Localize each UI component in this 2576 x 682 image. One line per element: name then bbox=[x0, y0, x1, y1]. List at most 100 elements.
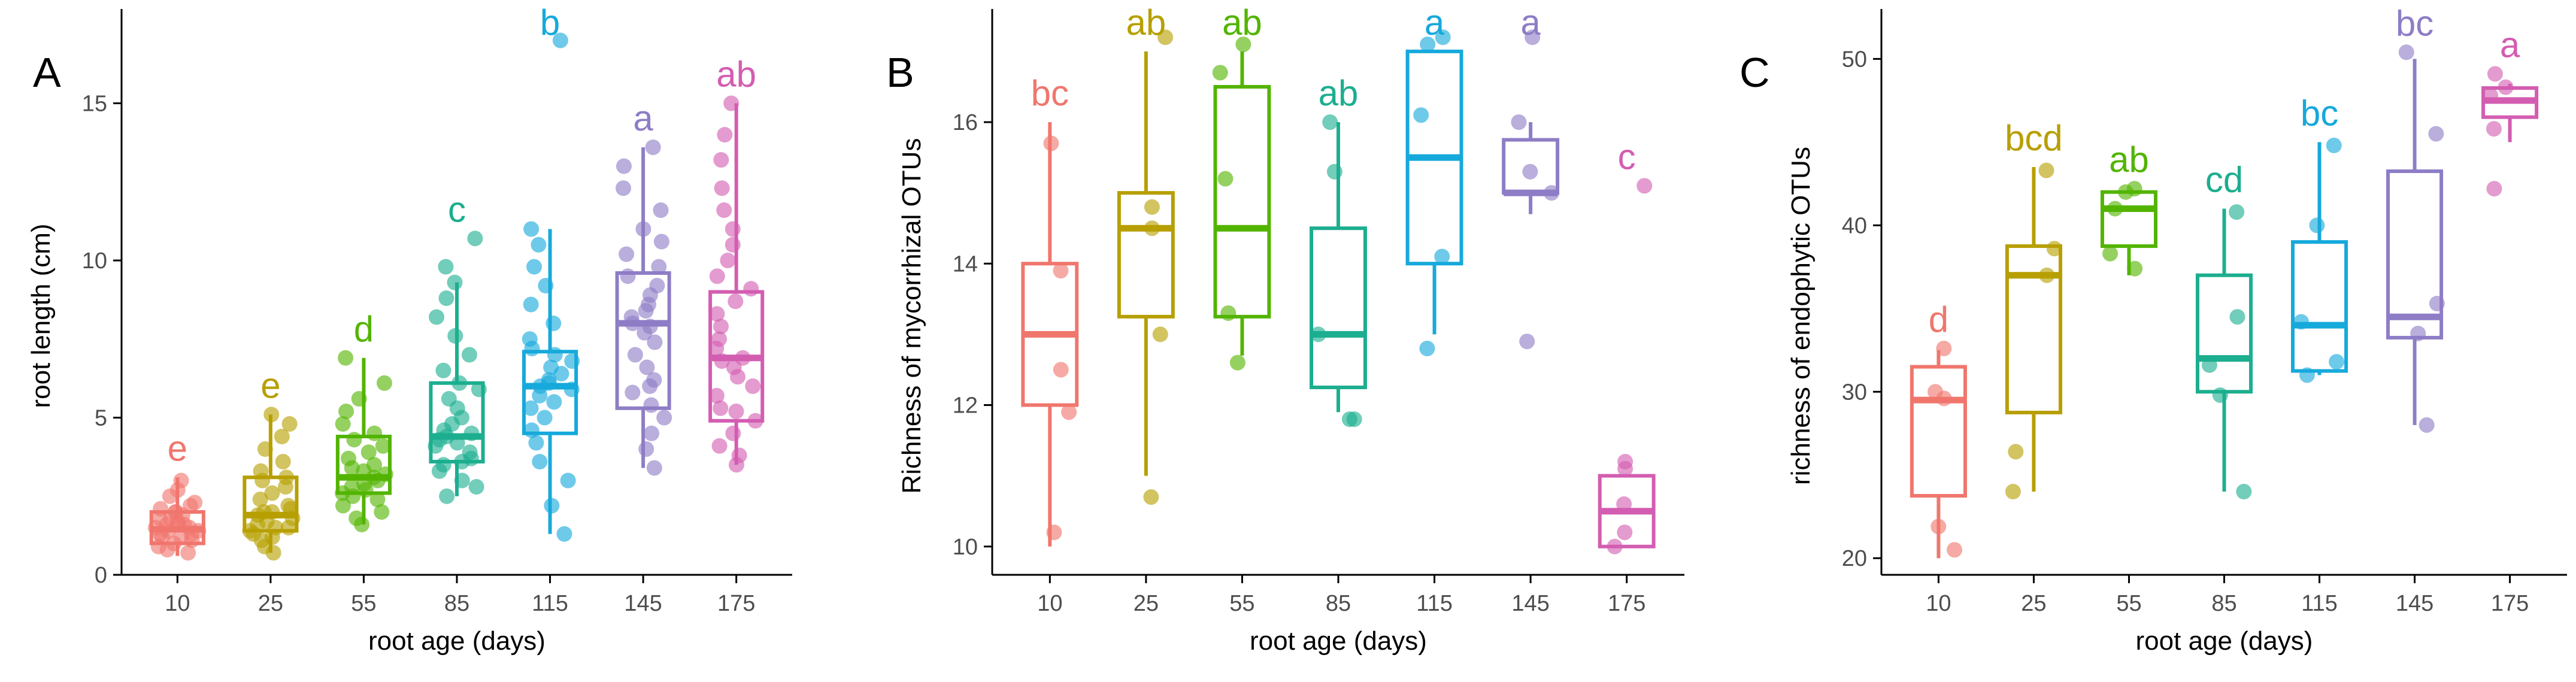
data-point bbox=[651, 259, 667, 275]
x-tick-label: 85 bbox=[2211, 591, 2236, 616]
data-point bbox=[2005, 484, 2021, 500]
x-tick-label: 55 bbox=[2116, 591, 2141, 616]
data-point bbox=[725, 237, 741, 253]
y-tick-label: 0 bbox=[95, 563, 107, 588]
data-point bbox=[1420, 37, 1436, 53]
data-point bbox=[257, 441, 273, 457]
box-group-145: a bbox=[615, 98, 672, 476]
box-iqr bbox=[1213, 84, 1271, 319]
y-tick-label: 40 bbox=[1842, 213, 1867, 238]
data-point bbox=[274, 429, 290, 444]
data-point bbox=[2398, 44, 2414, 60]
x-tick-label: 25 bbox=[2021, 591, 2046, 616]
data-point bbox=[438, 290, 454, 306]
data-point bbox=[563, 381, 580, 398]
data-point bbox=[2229, 309, 2245, 325]
data-point bbox=[1607, 538, 1623, 554]
significance-letter: c bbox=[448, 189, 466, 229]
box-group-55: ab bbox=[1212, 2, 1271, 371]
data-point bbox=[280, 498, 296, 514]
data-point bbox=[711, 438, 728, 454]
data-point bbox=[1544, 185, 1560, 201]
significance-letter: ab bbox=[1319, 73, 1359, 113]
box-iqr bbox=[1310, 226, 1367, 389]
data-point bbox=[2039, 267, 2055, 283]
data-point bbox=[159, 542, 175, 557]
data-point bbox=[528, 435, 544, 451]
data-point bbox=[643, 397, 659, 413]
y-axis-title: Richness of mycorrhizal OTUs bbox=[897, 138, 926, 493]
data-point bbox=[2329, 354, 2345, 370]
data-point bbox=[714, 353, 730, 369]
box-group-10: bc bbox=[1021, 73, 1079, 547]
data-point bbox=[1144, 220, 1160, 237]
data-point bbox=[1217, 171, 1234, 187]
data-point bbox=[435, 362, 451, 378]
x-tick-label: 145 bbox=[2396, 591, 2433, 616]
data-point bbox=[2326, 137, 2342, 153]
data-point bbox=[543, 359, 559, 375]
data-point bbox=[1616, 496, 1632, 512]
data-point bbox=[2127, 260, 2143, 277]
data-point bbox=[366, 457, 382, 473]
data-point bbox=[2483, 87, 2499, 104]
data-point bbox=[173, 529, 189, 545]
significance-letter: ab bbox=[2109, 140, 2149, 180]
box-iqr bbox=[2386, 169, 2444, 340]
data-point bbox=[1157, 29, 1174, 46]
data-point bbox=[1053, 362, 1069, 378]
data-point bbox=[256, 504, 272, 520]
data-point bbox=[2419, 417, 2435, 433]
data-point bbox=[1046, 525, 1062, 541]
x-axis-title: root age (days) bbox=[2136, 626, 2313, 656]
data-point bbox=[635, 221, 651, 237]
data-point bbox=[439, 488, 455, 504]
data-point bbox=[709, 306, 725, 322]
data-point bbox=[180, 545, 196, 561]
data-point bbox=[1341, 411, 1357, 428]
data-point bbox=[2212, 387, 2228, 403]
data-point bbox=[623, 309, 640, 325]
data-point bbox=[275, 454, 291, 469]
data-point bbox=[1053, 263, 1069, 279]
y-tick-label: 16 bbox=[953, 110, 978, 135]
data-point bbox=[441, 391, 457, 407]
data-point bbox=[2201, 357, 2217, 373]
box-group-55: ab bbox=[2100, 140, 2157, 277]
data-point bbox=[714, 180, 730, 196]
x-tick-label: 25 bbox=[258, 591, 283, 616]
data-point bbox=[451, 375, 468, 391]
significance-letter: e bbox=[168, 428, 187, 468]
data-point bbox=[1144, 199, 1160, 215]
data-point bbox=[2046, 241, 2062, 257]
data-point bbox=[360, 444, 377, 460]
x-tick-label: 115 bbox=[2301, 591, 2338, 616]
y-tick-label: 5 bbox=[95, 406, 107, 431]
y-tick-label: 10 bbox=[953, 535, 978, 560]
significance-letter: d bbox=[354, 309, 374, 349]
data-point bbox=[153, 501, 169, 517]
significance-letter: a bbox=[633, 98, 653, 138]
box-group-115: bc bbox=[2291, 93, 2348, 383]
data-point bbox=[253, 463, 269, 479]
data-point bbox=[541, 372, 557, 388]
data-point bbox=[735, 350, 751, 366]
x-tick-label: 10 bbox=[1926, 591, 1951, 616]
box-group-175: c bbox=[1598, 137, 1656, 554]
x-axis-title: root age (days) bbox=[368, 626, 545, 656]
x-tick-label: 145 bbox=[1511, 591, 1549, 616]
x-tick-label: 175 bbox=[1608, 591, 1645, 616]
box-group-175: ab bbox=[708, 54, 765, 473]
significance-letter: b bbox=[540, 2, 560, 43]
data-point bbox=[348, 510, 365, 526]
box-group-115: b bbox=[522, 2, 580, 542]
data-point bbox=[467, 231, 483, 247]
data-point bbox=[743, 281, 759, 297]
data-point bbox=[656, 410, 672, 426]
box-group-25: e bbox=[242, 365, 301, 561]
y-tick-label: 15 bbox=[82, 92, 107, 117]
data-point bbox=[345, 488, 361, 504]
data-point bbox=[351, 391, 367, 407]
data-point bbox=[1435, 29, 1451, 46]
box-iqr bbox=[615, 271, 671, 410]
